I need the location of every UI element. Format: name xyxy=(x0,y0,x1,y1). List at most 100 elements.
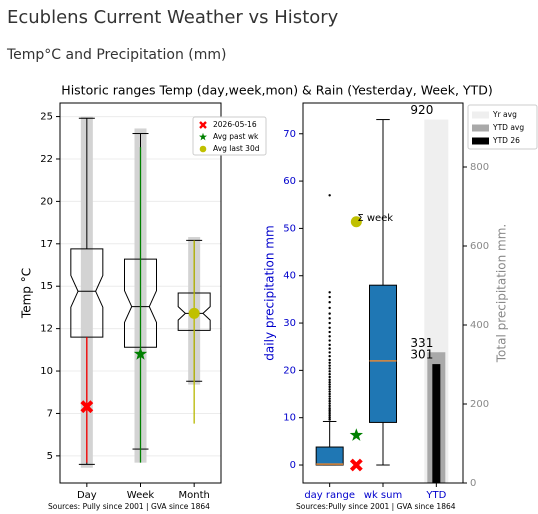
x-tick-label: Week xyxy=(127,490,155,501)
outlier xyxy=(328,418,331,421)
chart-title: Historic ranges Temp (day,week,mon) & Ra… xyxy=(61,83,492,98)
y-tick-label: 25 xyxy=(40,112,53,123)
y-axis-label: Temp °C xyxy=(20,268,34,319)
box xyxy=(70,248,104,338)
legend-swatch xyxy=(472,111,489,119)
bar-value-label: 301 xyxy=(410,348,433,362)
outlier xyxy=(328,402,331,405)
bar xyxy=(432,364,441,483)
outlier xyxy=(328,416,331,419)
outlier xyxy=(328,399,331,403)
x-tick-label: Month xyxy=(178,490,209,501)
legend-label: Avg past wk xyxy=(213,132,259,141)
y-tick-label: 20 xyxy=(40,196,53,207)
outlier xyxy=(328,375,331,379)
outlier xyxy=(328,392,331,396)
y2-tick-label: 800 xyxy=(470,162,489,173)
outlier xyxy=(328,194,331,197)
legend-label: YTD 26 xyxy=(492,136,520,145)
outlier xyxy=(328,330,331,334)
outlier xyxy=(328,410,331,414)
legend-label: 2026-05-16 xyxy=(213,120,257,129)
outlier xyxy=(328,390,331,393)
page-title: Ecublens Current Weather vs History xyxy=(7,7,339,28)
y2-tick-label: 400 xyxy=(470,320,489,331)
y-axis-label: daily precipitation mm xyxy=(263,225,277,360)
outlier xyxy=(328,370,331,373)
y-tick-label: 0 xyxy=(290,460,296,471)
box xyxy=(315,446,344,466)
outlier xyxy=(328,306,331,310)
y-tick-label: 30 xyxy=(283,318,296,329)
outlier xyxy=(328,312,331,315)
legend-box xyxy=(192,116,267,156)
bar-value-label: 331 xyxy=(410,336,433,350)
marker-circle xyxy=(199,145,207,153)
outlier xyxy=(328,347,331,350)
outlier xyxy=(328,404,331,408)
x-tick-label: Day xyxy=(77,490,97,501)
y-tick-label: 70 xyxy=(283,129,296,140)
outlier xyxy=(328,335,331,338)
outlier xyxy=(328,301,331,304)
y-tick-label: 10 xyxy=(283,413,296,424)
outlier xyxy=(328,388,331,391)
y2-axis-label: Total precipitation mm. xyxy=(495,224,509,363)
outlier xyxy=(328,407,331,410)
annotation: Σ week xyxy=(357,213,393,224)
marker-x xyxy=(199,121,207,129)
outlier xyxy=(328,321,331,325)
outlier xyxy=(328,395,331,398)
y-tick-label: 5 xyxy=(47,451,53,462)
marker-x xyxy=(80,400,94,414)
box xyxy=(124,258,157,348)
footer: Sources:Pully since 2001 | GVA since 186… xyxy=(296,502,456,511)
outlier xyxy=(328,326,331,329)
y2-tick-label: 0 xyxy=(470,478,476,489)
legend-label: Avg last 30d xyxy=(213,144,260,153)
marker-circle xyxy=(350,216,362,228)
page-subtitle: Temp°C and Precipitation (mm) xyxy=(6,47,226,63)
footer: Sources: Pully since 2001 | GVA since 18… xyxy=(48,502,210,511)
marker-star xyxy=(198,132,208,141)
outlier xyxy=(328,358,331,362)
range-bar xyxy=(80,116,93,468)
box xyxy=(177,292,211,331)
y2-tick-label: 200 xyxy=(470,399,489,410)
y-tick-label: 12 xyxy=(40,324,53,335)
y-tick-label: 40 xyxy=(283,271,296,282)
outlier xyxy=(328,408,331,412)
y-tick-label: 22 xyxy=(40,154,53,165)
legend-swatch xyxy=(472,124,489,132)
marker-star xyxy=(133,347,148,360)
y-tick-label: 15 xyxy=(40,281,53,292)
legend-label: Yr avg xyxy=(492,110,517,119)
outlier xyxy=(328,381,331,384)
outlier xyxy=(328,378,331,382)
y-tick-label: 10 xyxy=(40,366,53,377)
outlier xyxy=(328,383,331,386)
outlier xyxy=(328,295,331,299)
y-tick-label: 50 xyxy=(283,223,296,234)
outlier xyxy=(328,372,331,376)
outlier xyxy=(328,351,331,354)
outlier xyxy=(328,354,331,358)
marker-circle xyxy=(188,307,200,319)
y2-tick-label: 600 xyxy=(470,241,489,252)
outlier xyxy=(328,343,331,347)
marker-x xyxy=(349,458,363,472)
outlier xyxy=(328,367,331,370)
outlier xyxy=(328,414,331,418)
y-tick-label: 7 xyxy=(47,408,53,419)
outlier xyxy=(328,291,331,294)
y-tick-label: 17 xyxy=(40,239,53,250)
box xyxy=(369,284,397,423)
outlier xyxy=(328,361,331,365)
y-tick-label: 20 xyxy=(283,365,296,376)
y-tick-label: 60 xyxy=(283,176,296,187)
legend-swatch xyxy=(472,137,489,145)
outlier xyxy=(328,364,331,367)
bar-value-label: 920 xyxy=(410,103,433,117)
x-tick-label: wk sum xyxy=(364,490,402,501)
